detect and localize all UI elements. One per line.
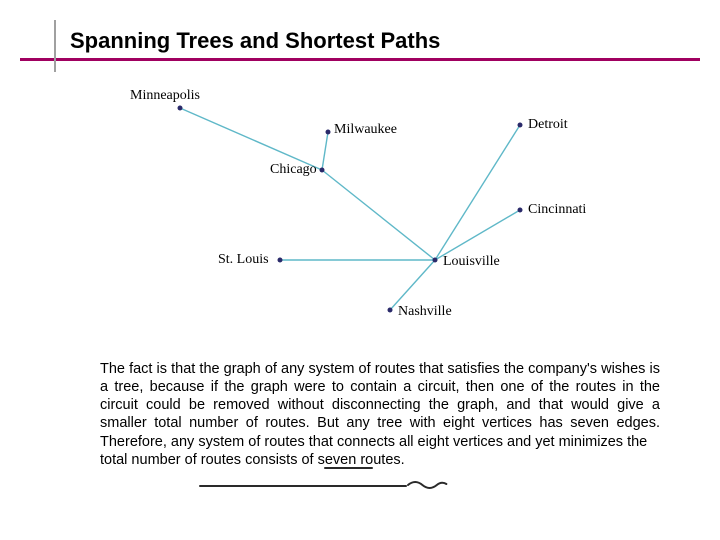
node-detroit [518,123,523,128]
node-nashville [388,308,393,313]
header-vertical-rule [54,20,56,72]
node-label-nashville: Nashville [398,304,452,320]
annotation-tilde-2 [408,482,446,488]
node-label-milwaukee: Milwaukee [334,122,397,138]
header-underline [20,58,700,61]
node-label-detroit: Detroit [528,117,568,133]
node-label-minneapolis: Minneapolis [130,88,200,104]
edge-chicago-louisville [322,170,435,260]
node-label-stlouis: St. Louis [218,252,269,268]
edge-minneapolis-chicago [180,108,322,170]
body-paragraph: The fact is that the graph of any system… [100,360,660,469]
city-graph: Minneapolis Milwaukee Chicago Detroit Cincin… [90,80,630,330]
page-title: Spanning Trees and Shortest Paths [70,28,720,54]
edge-nashville-louisville [390,260,435,310]
node-minneapolis [178,106,183,111]
node-label-chicago: Chicago [270,162,317,178]
node-cincinnati [518,208,523,213]
node-chicago [320,168,325,173]
edge-cincinnati-louisville [435,210,520,260]
node-stlouis [278,258,283,263]
edge-milwaukee-chicago [322,132,328,170]
node-label-louisville: Louisville [443,254,500,270]
node-milwaukee [326,130,331,135]
edge-detroit-louisville [435,125,520,260]
node-label-cincinnati: Cincinnati [528,202,586,218]
node-louisville [433,258,438,263]
